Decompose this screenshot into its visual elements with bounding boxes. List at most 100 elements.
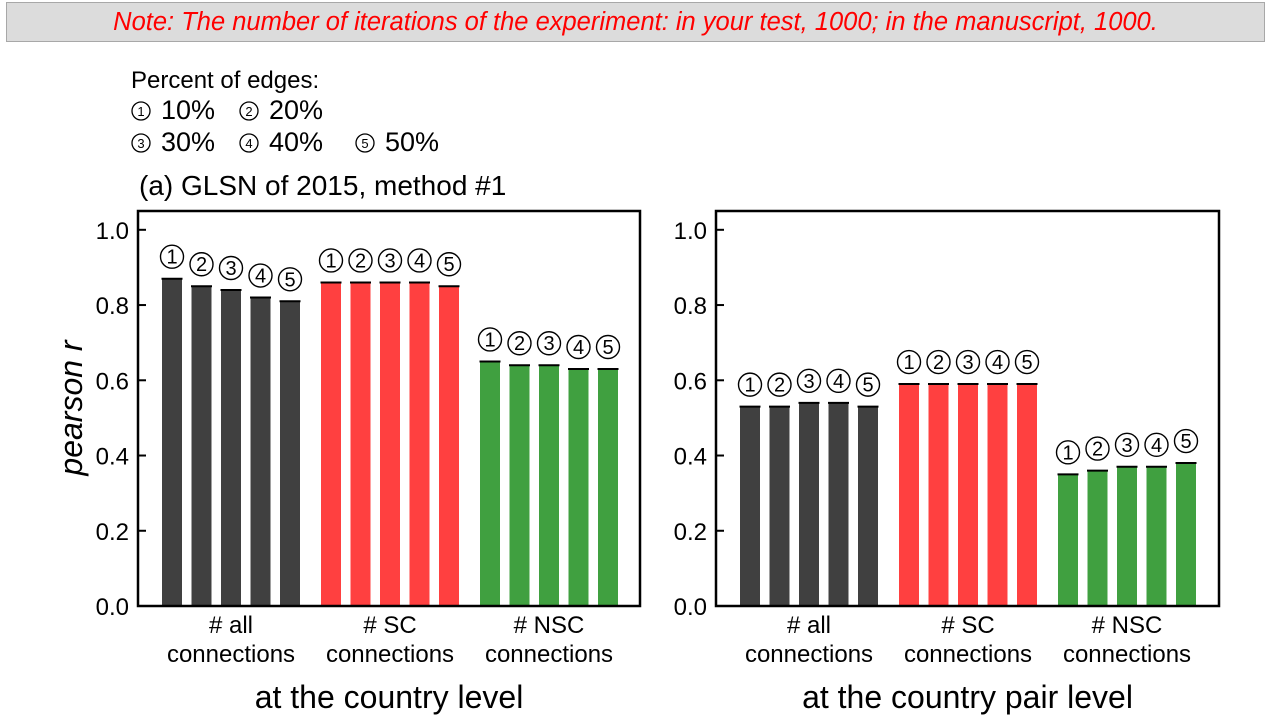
bar-label-circle-icon xyxy=(955,349,981,375)
bar-label-number: 2 xyxy=(1092,439,1103,461)
bar xyxy=(191,286,212,606)
chart-panel: 0.00.20.40.60.81.01 2 3 4 5# allconnections1… xyxy=(53,170,642,715)
bar xyxy=(1017,384,1037,606)
bar xyxy=(1176,463,1196,606)
bar-label-number: 5 xyxy=(602,337,613,359)
bar-label-number: 1 xyxy=(484,329,495,351)
bar xyxy=(928,384,949,606)
legend-marker-number: 3 xyxy=(137,136,144,151)
legend-marker-number: 2 xyxy=(245,104,252,119)
bar xyxy=(280,301,300,606)
bar xyxy=(539,365,559,606)
x-group-label: connections xyxy=(167,641,295,668)
bar-label-circle-icon xyxy=(248,263,273,288)
chart-title: (a) GLSN of 2015, method #1 xyxy=(139,170,506,201)
bar-label-circle-icon xyxy=(566,334,591,360)
bar-label-number: 1 xyxy=(325,250,336,272)
bar-label-number: 3 xyxy=(384,250,395,272)
bar-label-number: 4 xyxy=(414,250,425,272)
y-tick-label: 0.0 xyxy=(674,594,707,621)
bar xyxy=(769,406,790,606)
x-group-label: connections xyxy=(745,641,873,668)
legend-marker-icon xyxy=(131,133,151,153)
y-tick-label: 1.0 xyxy=(96,218,129,245)
bar-label-circle-icon xyxy=(855,372,881,397)
bar-label-circle-icon xyxy=(318,248,344,273)
bar-label-number: 3 xyxy=(543,333,554,355)
bar-label-number: 4 xyxy=(1151,435,1162,457)
bar xyxy=(509,365,530,606)
bar-label-number: 3 xyxy=(1121,435,1132,457)
note-banner: Note: The number of iterations of the ex… xyxy=(6,2,1265,42)
y-axis-label: pearson r xyxy=(53,339,89,477)
legend-marker-number: 4 xyxy=(245,136,252,151)
bar-label-number: 4 xyxy=(573,337,584,359)
bar-label-circle-icon xyxy=(767,372,792,397)
y-tick-label: 0.2 xyxy=(674,519,707,546)
bar-label-circle-icon xyxy=(1014,349,1040,375)
y-tick-label: 1.0 xyxy=(674,218,707,245)
bar-label-number: 1 xyxy=(903,352,914,374)
bar-label-circle-icon xyxy=(796,368,822,394)
bar xyxy=(740,406,760,606)
bar-label-circle-icon xyxy=(595,334,621,360)
bar-label-circle-icon xyxy=(737,372,763,397)
legend-title: Percent of edges: xyxy=(131,67,319,94)
bar xyxy=(987,384,1008,606)
x-group-label: connections xyxy=(326,641,454,668)
bar-label-number: 4 xyxy=(992,352,1003,374)
bar-label-number: 1 xyxy=(1062,442,1073,464)
legend: Percent of edges: 1 10% 2 20% 3 30% 4 40% 5 50% xyxy=(131,67,439,157)
x-group-label: # all xyxy=(787,612,831,639)
bar-label-circle-icon xyxy=(985,349,1010,375)
bar-label-number: 5 xyxy=(1180,431,1191,453)
bar-label-circle-icon xyxy=(1055,440,1081,465)
bar-label-circle-icon xyxy=(477,327,503,352)
bar xyxy=(380,282,400,606)
x-axis-label: at the country pair level xyxy=(802,679,1133,715)
legend-label: 30% xyxy=(161,127,215,157)
bar-label-circle-icon xyxy=(926,349,951,375)
y-tick-label: 0.8 xyxy=(674,293,707,320)
bar xyxy=(221,290,241,606)
bar-label-number: 2 xyxy=(196,254,207,276)
bar-label-circle-icon xyxy=(1085,436,1110,461)
legend-label: 20% xyxy=(269,95,323,125)
bar xyxy=(899,384,919,606)
x-group-label: connections xyxy=(904,641,1032,668)
legend-label: 10% xyxy=(161,95,215,125)
bar xyxy=(799,402,819,606)
chart-panel: 0.00.20.40.60.81.01 2 3 4 5# allconnections1… xyxy=(674,209,1221,715)
y-tick-label: 0.6 xyxy=(96,368,129,395)
bar-label-circle-icon xyxy=(536,331,562,356)
x-group-label: # NSC xyxy=(514,612,585,639)
bar xyxy=(350,282,371,606)
legend-marker-icon xyxy=(239,101,259,121)
x-group-label: # SC xyxy=(941,612,994,639)
y-tick-label: 0.0 xyxy=(96,594,129,621)
bar xyxy=(858,406,878,606)
plot-frame xyxy=(136,209,642,608)
bar xyxy=(1058,474,1078,606)
bar-label-number: 2 xyxy=(933,352,944,374)
bar xyxy=(1146,466,1167,606)
bar-label-number: 4 xyxy=(255,266,266,288)
bar-label-number: 2 xyxy=(774,375,785,397)
bar-label-circle-icon xyxy=(896,349,922,375)
bar-label-circle-icon xyxy=(1114,432,1140,458)
bar-label-number: 3 xyxy=(225,258,236,280)
bar xyxy=(480,361,500,606)
x-group-label: # NSC xyxy=(1092,612,1163,639)
bar xyxy=(828,402,849,606)
bar-label-circle-icon xyxy=(159,244,185,269)
bar-label-number: 1 xyxy=(166,247,177,269)
bar-label-circle-icon xyxy=(189,252,214,277)
legend-marker-number: 5 xyxy=(361,136,368,151)
y-tick-label: 0.4 xyxy=(674,444,707,471)
bar xyxy=(250,297,271,606)
y-tick-label: 0.4 xyxy=(96,444,129,471)
bar-label-circle-icon xyxy=(407,248,432,273)
x-group-label: connections xyxy=(1063,641,1191,668)
bar-label-number: 5 xyxy=(443,254,454,276)
bar-label-number: 5 xyxy=(1021,352,1032,374)
